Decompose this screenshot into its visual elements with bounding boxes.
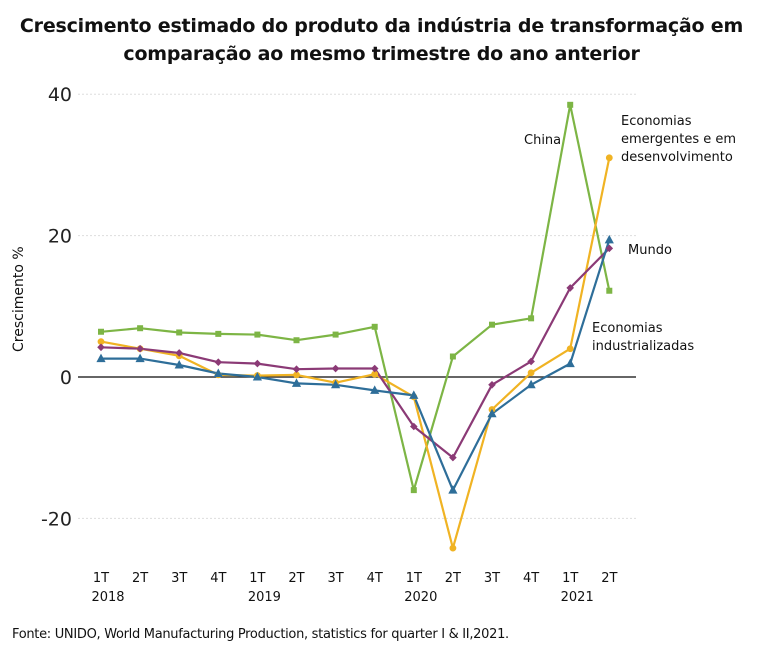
data-point <box>135 353 145 363</box>
series-label-1: Economias emergentes e em desenvolvimento <box>621 114 736 165</box>
series-line-0 <box>100 103 611 492</box>
y-axis-label: Crescimento % <box>11 246 27 352</box>
series-label-0: China <box>524 133 561 148</box>
x-tick-label: 4T <box>367 571 383 586</box>
data-point <box>292 365 301 374</box>
x-tick-label: 1T <box>406 571 422 586</box>
x-tick-label: 3T <box>171 571 187 586</box>
series-lines <box>100 103 611 550</box>
data-point <box>214 358 223 366</box>
data-point <box>449 353 456 360</box>
data-point <box>331 379 341 389</box>
data-point <box>449 544 457 552</box>
x-tick-label: 3T <box>327 571 343 586</box>
data-point <box>409 390 419 399</box>
data-point <box>137 325 144 332</box>
x-tick-label: 4T <box>523 571 539 586</box>
y-axis-ticks: 40 20 0 -20 <box>41 84 72 530</box>
data-point <box>448 485 458 494</box>
y-tick-label: 20 <box>48 226 72 248</box>
data-point <box>331 364 340 373</box>
data-point <box>527 369 535 377</box>
data-point <box>176 329 183 336</box>
data-point <box>488 380 496 389</box>
data-point <box>526 379 536 389</box>
series-line-1 <box>100 157 611 550</box>
data-point <box>489 321 495 328</box>
x-tick-label: 2T <box>445 571 461 586</box>
chart-title-line-2: comparação ao mesmo trimestre do ano ant… <box>123 43 640 65</box>
data-point <box>252 372 262 381</box>
x-year-label: 2018 <box>91 590 124 605</box>
data-point <box>97 338 105 346</box>
x-year-label: 2020 <box>404 590 437 605</box>
data-point <box>410 422 418 431</box>
series-label-3: Economias industrializadas <box>592 321 694 354</box>
data-point <box>98 328 104 335</box>
data-point <box>565 358 575 368</box>
data-point <box>253 359 262 368</box>
chart-title: Crescimento estimado do produto da indús… <box>0 12 763 68</box>
data-point <box>606 287 613 294</box>
series-labels: China Economias emergentes e em desenvolvim… <box>524 114 736 354</box>
y-tick-label: -20 <box>41 508 72 530</box>
x-tick-label: 2T <box>132 571 148 586</box>
gridlines <box>78 93 636 519</box>
x-year-label: 2021 <box>561 590 594 605</box>
data-point <box>97 343 105 352</box>
series-line-2 <box>100 247 611 459</box>
x-tick-label: 2T <box>288 571 304 586</box>
data-point <box>605 244 614 253</box>
x-tick-label: 1T <box>93 571 109 586</box>
data-point <box>487 408 497 418</box>
data-point <box>291 378 302 387</box>
data-point <box>410 487 417 494</box>
data-point <box>528 315 535 322</box>
data-point <box>449 453 457 462</box>
data-point <box>293 371 300 379</box>
data-point <box>293 337 300 344</box>
x-tick-label: 1T <box>249 571 265 586</box>
data-point <box>174 359 184 369</box>
data-point <box>175 349 183 357</box>
data-point <box>96 353 106 363</box>
data-point <box>566 345 574 353</box>
series-label-2: Mundo <box>628 243 672 258</box>
data-point <box>215 330 222 337</box>
y-tick-label: 40 <box>48 84 72 106</box>
data-point <box>254 331 261 338</box>
data-point <box>371 370 379 378</box>
x-tick-label: 2T <box>601 571 617 586</box>
x-axis-ticks: 1T 2T 3T 4T 1T 2T 3T 4T 1T 2T 3T 4T 1T 2T 2018 2019 2020… <box>91 571 617 605</box>
x-tick-label: 3T <box>484 571 500 586</box>
series-markers <box>96 101 614 552</box>
data-point <box>370 364 379 373</box>
data-point <box>566 284 574 292</box>
data-point <box>136 344 144 353</box>
data-point <box>371 323 378 330</box>
chart-title-line-1: Crescimento estimado do produto da indús… <box>19 15 744 37</box>
data-point <box>527 357 535 366</box>
data-point <box>567 101 574 108</box>
x-tick-label: 1T <box>562 571 578 586</box>
data-point <box>332 331 339 338</box>
data-point <box>605 154 613 162</box>
data-point <box>370 385 380 394</box>
y-tick-label: 0 <box>60 367 72 389</box>
series-line-3 <box>101 239 611 492</box>
x-year-label: 2019 <box>248 590 281 605</box>
x-tick-label: 4T <box>210 571 226 586</box>
data-point <box>213 368 223 377</box>
source-note: Fonte: UNIDO, World Manufacturing Produc… <box>12 627 509 642</box>
data-point <box>604 234 614 244</box>
